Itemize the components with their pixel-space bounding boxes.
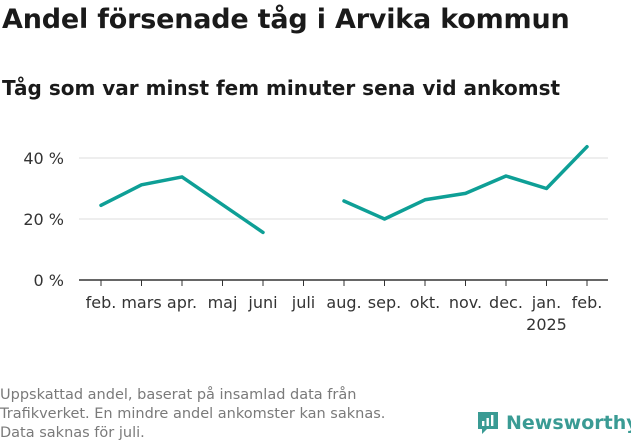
x-tick-label: feb. — [86, 293, 117, 312]
x-tick-label: okt. — [410, 293, 440, 312]
y-axis-tick-labels: 0 % 20 % 40 % — [23, 149, 64, 290]
x-tick-label: dec. — [489, 293, 523, 312]
x-tick-label: feb. — [572, 293, 603, 312]
x-tick-label: juli — [291, 293, 315, 312]
footnote-line: Trafikverket. En mindre andel ankomster … — [0, 405, 440, 424]
footnote-line: Uppskattad andel, baserat på insamlad da… — [0, 386, 440, 405]
x-tick-label: nov. — [449, 293, 482, 312]
x-tick-label: mars — [121, 293, 161, 312]
brand-logo: Newsworthy — [476, 408, 631, 438]
y-tick-label: 0 % — [34, 271, 64, 290]
y-tick-label: 40 % — [23, 149, 64, 168]
x-tick-year-label: 2025 — [526, 315, 567, 334]
series-lines — [101, 147, 587, 233]
footnote-line: Data saknas för juli. — [0, 424, 440, 443]
x-axis — [79, 280, 608, 286]
series-line — [101, 177, 263, 233]
x-tick-label: aug. — [326, 293, 361, 312]
brand-name: Newsworthy — [506, 412, 631, 434]
x-tick-label: jan. — [531, 293, 561, 312]
y-tick-label: 20 % — [23, 210, 64, 229]
x-tick-label: apr. — [167, 293, 197, 312]
x-tick-label: sep. — [368, 293, 401, 312]
footnote: Uppskattad andel, baserat på insamlad da… — [0, 386, 440, 443]
x-tick-label: maj — [208, 293, 238, 312]
gridlines — [79, 158, 608, 219]
newsworthy-logo-icon — [476, 410, 500, 436]
x-tick-label: juni — [247, 293, 277, 312]
